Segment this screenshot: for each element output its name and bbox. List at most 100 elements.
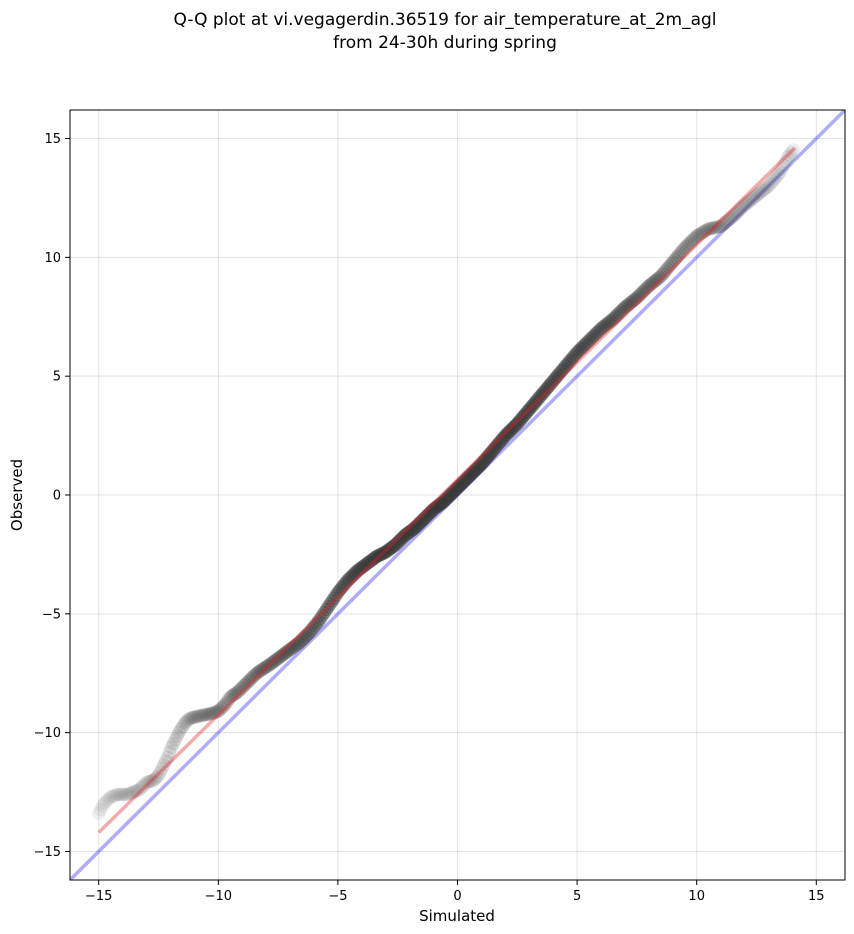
quantile-point-1: [94, 803, 108, 817]
quantile-point-86: [256, 661, 271, 676]
quantile-point-170: [417, 511, 431, 526]
quantile-point-289: [644, 276, 659, 291]
quantile-point-259: [587, 328, 602, 343]
quantile-point-315: [694, 226, 709, 240]
quantile-point-215: [503, 424, 517, 438]
x-tick-label-4: 5: [573, 889, 581, 904]
quantile-point-24: [137, 777, 152, 792]
quantile-point-99: [281, 644, 295, 658]
quantile-point-190: [455, 476, 470, 490]
quantile-point-172: [421, 508, 435, 522]
quantile-point-112: [306, 621, 320, 635]
quantile-point-174: [424, 504, 439, 518]
quantile-point-103: [288, 638, 303, 653]
quantile-point-69: [223, 689, 238, 704]
quantile-point-117: [315, 608, 330, 623]
x-tick-label-2: −5: [328, 889, 347, 904]
quantile-point-258: [585, 330, 600, 345]
quantile-point-113: [308, 618, 322, 633]
quantile-point-140: [359, 557, 374, 571]
quantile-point-324: [711, 220, 726, 234]
quantile-point-359: [778, 154, 793, 169]
quantile-point-186: [447, 483, 462, 498]
quantile-point-239: [549, 370, 563, 385]
quantile-point-146: [371, 549, 385, 563]
quantile-point-126: [333, 583, 347, 597]
quantile-point-198: [470, 461, 485, 475]
quantile-point-193: [461, 470, 475, 485]
quantile-point-27: [143, 774, 158, 789]
quantile-point-4: [99, 794, 114, 808]
quantile-point-316: [696, 225, 711, 239]
quantile-point-108: [298, 629, 313, 644]
quantile-point-214: [501, 425, 516, 440]
quantile-point-165: [407, 521, 422, 536]
quantile-point-283: [633, 287, 648, 302]
quantile-point-262: [593, 322, 607, 337]
x-axis-ticks: −15 −10 −5 0 5 10 15: [85, 880, 825, 904]
y-axis-ticks: −15 −10 −5 0 5 10 15: [34, 132, 70, 860]
quantile-point-153: [384, 540, 399, 555]
quantile-point-276: [620, 298, 634, 313]
quantile-point-36: [160, 750, 175, 765]
quantile-point-213: [499, 427, 514, 442]
quantile-point-184: [443, 487, 458, 502]
quantile-point-168: [413, 515, 427, 530]
quantile-point-47: [181, 712, 196, 727]
quantile-point-244: [558, 359, 573, 373]
quantile-point-329: [721, 213, 736, 228]
quantile-point-303: [671, 248, 686, 263]
quantile-point-158: [394, 532, 408, 547]
quantile-point-58: [202, 707, 217, 721]
quantile-point-55: [197, 708, 211, 722]
quantile-point-251: [572, 343, 586, 358]
x-tick-label-3: 0: [453, 889, 461, 904]
quantile-point-129: [338, 576, 353, 590]
chart-title: Q-Q plot at vi.vegagerdin.36519 for air_…: [173, 10, 716, 53]
quantile-point-125: [331, 585, 345, 600]
quantile-point-242: [554, 363, 569, 378]
quantile-point-194: [463, 468, 477, 483]
quantile-point-143: [365, 552, 380, 567]
quantile-point-307: [679, 239, 693, 254]
quantile-point-179: [434, 496, 449, 511]
quantile-point-351: [763, 176, 778, 191]
quantile-point-11: [112, 787, 127, 802]
quantile-point-147: [373, 548, 387, 562]
quantile-point-275: [618, 300, 632, 315]
quantile-point-249: [568, 347, 582, 362]
quantile-point-118: [317, 605, 332, 620]
y-tick-label-0: −15: [34, 845, 61, 860]
quantile-point-94: [271, 651, 286, 665]
quantile-point-107: [296, 631, 311, 646]
quantile-point-354: [769, 170, 783, 184]
quantile-point-284: [635, 285, 649, 300]
quantile-point-105: [292, 635, 307, 650]
x-tick-label-0: −15: [85, 889, 112, 904]
y-tick-label-3: 0: [53, 489, 61, 504]
quantile-point-204: [482, 448, 496, 462]
quantile-point-185: [445, 485, 460, 500]
quantile-point-223: [518, 407, 533, 421]
quantile-point-290: [646, 275, 661, 289]
quantile-point-122: [325, 594, 339, 608]
quantile-point-345: [752, 186, 766, 201]
quantile-point-151: [380, 543, 395, 558]
quantile-point-314: [692, 227, 707, 242]
quantile-point-127: [334, 580, 349, 595]
quantile-point-200: [474, 457, 489, 471]
quantile-point-159: [396, 530, 410, 545]
quantile-point-82: [248, 667, 263, 681]
quantile-point-233: [537, 384, 552, 398]
quantile-point-310: [685, 233, 699, 248]
quantile-point-187: [449, 482, 464, 496]
quantile-point-207: [488, 441, 502, 455]
y-tick-label-2: −5: [42, 607, 61, 622]
quantile-point-348: [757, 182, 772, 196]
quantile-point-84: [252, 664, 267, 679]
quantile-point-142: [363, 554, 378, 568]
quantile-point-332: [727, 208, 741, 223]
quantile-point-89: [262, 658, 276, 672]
fit-line: [97, 146, 796, 834]
